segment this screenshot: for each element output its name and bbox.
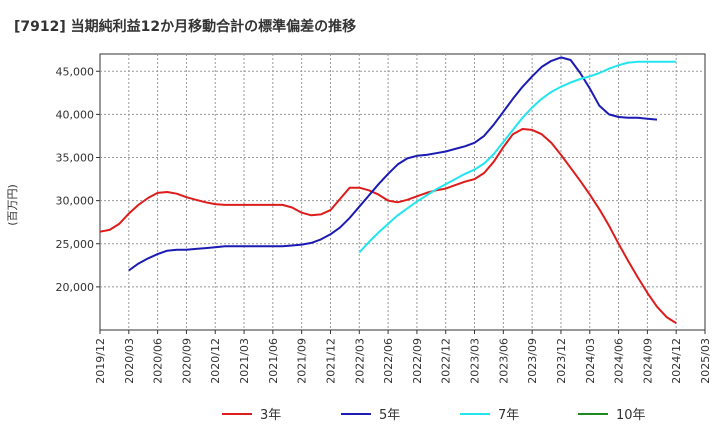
x-tick-label: 2020/12 [209, 338, 222, 384]
legend-label-2: 5年 [379, 408, 400, 423]
x-tick-label: 2025/03 [699, 338, 712, 384]
y-tick-label: 35,000 [56, 152, 95, 165]
series-lines [99, 56, 677, 324]
legend: 3年 5年 7年 10年 [222, 408, 646, 423]
plot-area [99, 53, 706, 331]
y-tick-labels: 20,000 25,000 30,000 35,000 40,000 45,000 [56, 65, 95, 294]
x-tick-label: 2021/12 [324, 338, 337, 384]
x-tick-label: 2024/09 [641, 338, 654, 384]
x-tick-label: 2022/03 [353, 338, 366, 384]
legend-label-3: 7年 [498, 408, 519, 423]
x-tick-label: 2020/03 [123, 338, 136, 384]
legend-label-1: 3年 [260, 408, 281, 423]
x-tick-label: 2024/12 [670, 338, 683, 384]
x-tick-label: 2023/12 [555, 338, 568, 384]
x-tick-label: 2020/09 [180, 338, 193, 384]
x-tick-label: 2021/06 [267, 338, 280, 384]
x-tick-label: 2022/09 [411, 338, 424, 384]
y-tick-label: 40,000 [56, 108, 95, 121]
x-tick-label: 2023/09 [526, 338, 539, 384]
x-tick-label: 2019/12 [94, 338, 107, 384]
x-tick-label: 2023/06 [497, 338, 510, 384]
y-tick-label: 30,000 [56, 195, 95, 208]
x-tick-label: 2020/06 [152, 338, 165, 384]
series-line-2 [128, 56, 658, 272]
x-tick-label: 2022/06 [382, 338, 395, 384]
legend-label-4: 10年 [616, 408, 646, 423]
x-tick-labels: 2019/12 2020/03 2020/06 2020/09 2020/12 2021/… [94, 338, 712, 384]
x-tick-label: 2022/12 [440, 338, 453, 384]
x-tick-label: 2021/09 [296, 338, 309, 384]
y-tick-label: 45,000 [56, 65, 95, 78]
x-tick-label: 2024/06 [613, 338, 626, 384]
x-tick-label: 2023/03 [469, 338, 482, 384]
series-line-3 [358, 60, 677, 254]
y-tick-label: 20,000 [56, 281, 95, 294]
chart-title: [7912] 当期純利益12か月移動合計の標準偏差の推移 [14, 18, 356, 35]
x-tick-label: 2021/03 [238, 338, 251, 384]
x-tick-label: 2024/03 [584, 338, 597, 384]
y-axis-label: (百万円) [6, 184, 19, 226]
series-line-1 [99, 128, 677, 324]
y-tick-label: 25,000 [56, 238, 95, 251]
